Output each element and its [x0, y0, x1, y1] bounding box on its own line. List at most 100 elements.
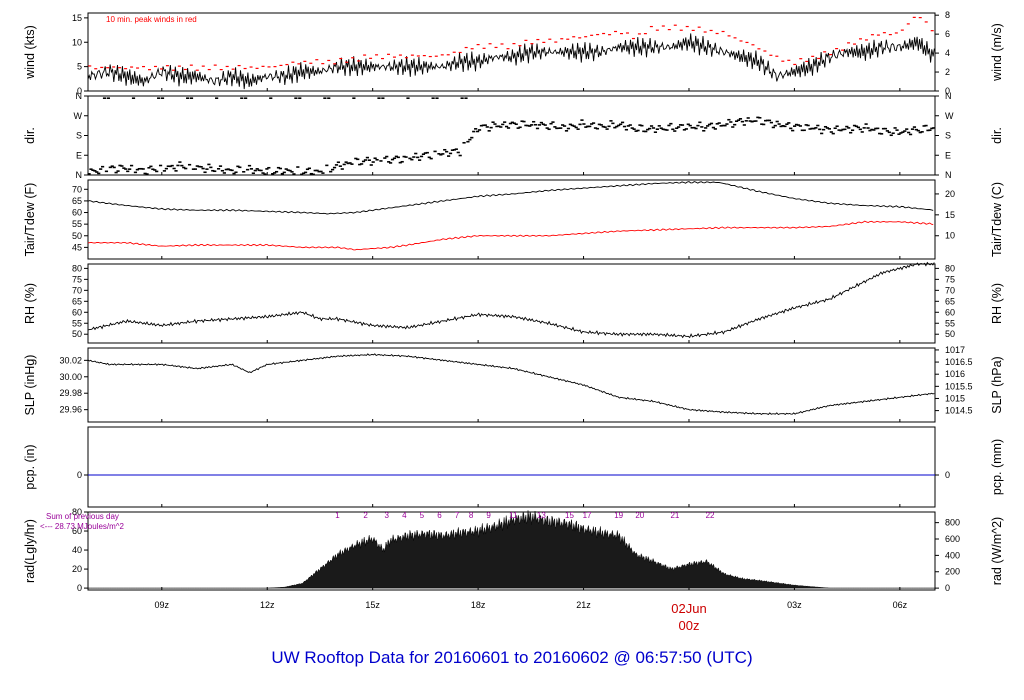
rh-left-tick-label: 75 — [72, 274, 82, 284]
rh-right-tick-label: 80 — [945, 263, 955, 273]
temp-frame — [87, 179, 936, 260]
slp-left-tick-label: 30.00 — [59, 372, 82, 382]
peak-wind-marks — [88, 16, 934, 71]
panel-pcp: 0 0 pcp. (in) pcp. (mm) — [23, 426, 1004, 508]
dir-left-tick-label: N — [76, 170, 83, 180]
wind-right-axis-label: wind (m/s) — [990, 23, 1004, 82]
x-tick-label: 12z — [260, 600, 275, 610]
slp-left-axis-label: SLP (inHg) — [23, 355, 37, 416]
rh-right-tick-label: 70 — [945, 285, 955, 295]
wind-left-tick-label: 10 — [72, 37, 82, 47]
wind-left-tick-label: 5 — [77, 62, 82, 72]
wind-right-tick-label: 0 — [945, 86, 950, 96]
pcp-frame — [87, 426, 936, 508]
local-hour-label: 21 — [670, 511, 679, 520]
pcp-left-tick-label: 0 — [77, 470, 82, 480]
dir-left-tick-label: W — [74, 111, 83, 121]
local-hour-label: 3 — [385, 511, 390, 520]
chart-title: UW Rooftop Data for 20160601 to 20160602… — [271, 648, 753, 667]
rad-right-tick-label: 0 — [945, 583, 950, 593]
dir-left-tick-label: S — [76, 131, 82, 141]
rh-left-tick-label: 65 — [72, 296, 82, 306]
rh-right-tick-label: 75 — [945, 274, 955, 284]
rad-left-axis-label: rad(Lgly/hr) — [23, 519, 37, 583]
local-hour-label: 13 — [537, 511, 546, 520]
pcp-right-axis-label: pcp. (mm) — [990, 439, 1004, 495]
rh-left-axis-label: RH (%) — [23, 283, 37, 324]
slp-left-tick-label: 29.96 — [59, 405, 82, 415]
rh-left-tick-label: 70 — [72, 285, 82, 295]
rad-sum-label: Sum of previous day — [46, 512, 119, 521]
rad-area — [88, 510, 935, 589]
local-hour-label: 7 — [455, 511, 460, 520]
slp-right-tick-label: 1016.5 — [945, 357, 973, 367]
local-hour-label: 17 — [583, 511, 592, 520]
x-tick-label: 06z — [893, 600, 908, 610]
rad-left-tick-label: 80 — [72, 507, 82, 517]
wind-left-tick-label: 15 — [72, 13, 82, 23]
x-axis: 09z 12z 15z 18z 21z 03z 06z 02Jun 00z — [155, 600, 908, 633]
local-hour-label: 9 — [486, 511, 491, 520]
temp-right-tick-label: 15 — [945, 210, 955, 220]
local-hour-labels: 1 2 3 4 5 6 7 8 9 11 13 15 17 19 20 21 22 — [335, 511, 715, 520]
slp-right-tick-label: 1015.5 — [945, 381, 973, 391]
temp-left-tick-label: 55 — [72, 219, 82, 229]
slp-left-tick-label: 29.98 — [59, 388, 82, 398]
rad-left-tick-label: 40 — [72, 545, 82, 555]
temp-left-tick-label: 65 — [72, 196, 82, 206]
x-tick-label: 15z — [365, 600, 380, 610]
local-hour-label: 5 — [420, 511, 425, 520]
wind-right-tick-label: 6 — [945, 29, 950, 39]
rad-right-axis-label: rad (W/m^2) — [990, 517, 1004, 585]
rh-frame — [87, 263, 936, 344]
x-tick-label: 09z — [155, 600, 170, 610]
x-date-hour-label: 00z — [678, 618, 699, 633]
slp-right-tick-label: 1017 — [945, 345, 965, 355]
temp-left-tick-label: 60 — [72, 208, 82, 218]
x-date-label: 02Jun — [671, 601, 706, 616]
temp-right-tick-label: 10 — [945, 231, 955, 241]
rh-right-axis-label: RH (%) — [990, 283, 1004, 324]
panel-slp: 29.96 29.98 30.00 30.02 1014.5 1015 1015.5 1016… — [23, 345, 1004, 423]
dir-left-axis-label: dir. — [23, 127, 37, 144]
wind-frame — [87, 12, 936, 92]
wind-left-axis-label: wind (kts) — [23, 25, 37, 79]
slp-right-tick-label: 1014.5 — [945, 406, 973, 416]
slp-frame — [87, 347, 936, 423]
rad-left-tick-label: 60 — [72, 526, 82, 536]
tair-series-line — [87, 181, 934, 215]
rh-right-tick-label: 60 — [945, 307, 955, 317]
dir-right-tick-label: S — [945, 131, 951, 141]
dir-right-tick-label: E — [945, 150, 951, 160]
rad-left-tick-label: 20 — [72, 564, 82, 574]
wind-right-tick-label: 4 — [945, 48, 950, 58]
rad-right-tick-label: 600 — [945, 534, 960, 544]
pcp-left-axis-label: pcp. (in) — [23, 444, 37, 489]
local-hour-label: 22 — [706, 511, 715, 520]
temp-left-axis-label: Tair/Tdew (F) — [23, 183, 37, 257]
dir-marks — [87, 97, 936, 176]
x-tick-label: 21z — [576, 600, 591, 610]
wind-series-line — [87, 33, 935, 90]
slp-right-axis-label: SLP (hPa) — [990, 356, 1004, 413]
dir-right-axis-label: dir. — [990, 127, 1004, 144]
slp-left-tick-label: 30.02 — [59, 355, 82, 365]
temp-right-axis-label: Tair/Tdew (C) — [990, 182, 1004, 257]
temp-left-tick-label: 50 — [72, 231, 82, 241]
temp-right-tick-label: 20 — [945, 189, 955, 199]
local-hour-label: 11 — [509, 511, 518, 520]
wind-left-tick-label: 0 — [77, 86, 82, 96]
local-hour-label: 19 — [614, 511, 623, 520]
rh-series-line — [87, 261, 935, 339]
temp-left-tick-label: 45 — [72, 242, 82, 252]
dir-frame — [87, 95, 936, 176]
local-hour-label: 2 — [363, 511, 368, 520]
rh-right-tick-label: 55 — [945, 318, 955, 328]
dir-left-tick-label: E — [76, 150, 82, 160]
local-hour-label: 6 — [437, 511, 442, 520]
rad-right-tick-label: 200 — [945, 567, 960, 577]
local-hour-label: 4 — [402, 511, 407, 520]
